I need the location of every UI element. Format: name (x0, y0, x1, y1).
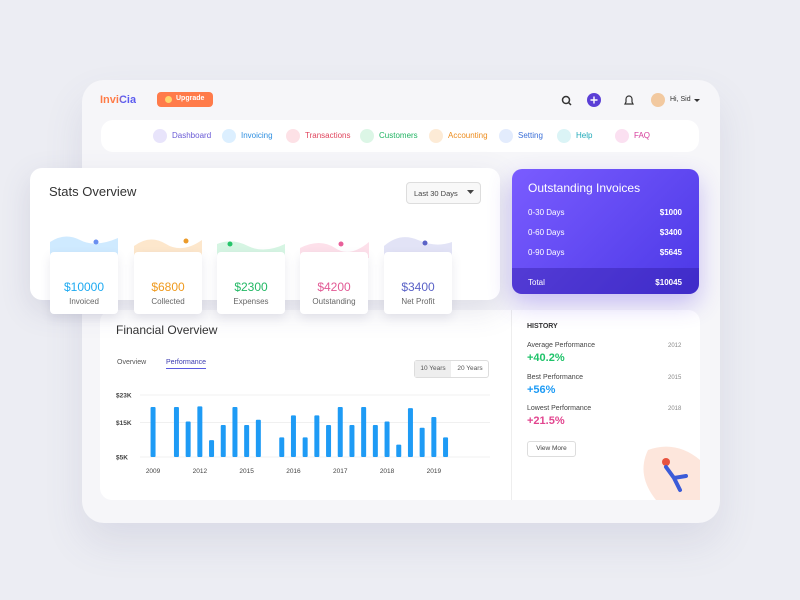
illustration (643, 446, 700, 500)
history-label: Lowest Performance (527, 405, 592, 412)
history-year: 2012 (668, 343, 682, 349)
row-label: Total (528, 278, 545, 287)
header-icons (561, 93, 700, 107)
invoice-row: 0-30 Days $1000 (528, 208, 682, 217)
stat-box[interactable]: $4200 Outstanding (300, 252, 368, 314)
view-more-button[interactable]: View More (527, 441, 576, 457)
row-amount: $3400 (659, 228, 682, 237)
divider (511, 310, 512, 500)
caret-shape (467, 190, 474, 194)
range-toggle: 10 Years 20 Years (414, 360, 489, 378)
stat-value: $6800 (151, 280, 185, 294)
period-label: Last 30 Days (414, 189, 458, 198)
upgrade-button[interactable]: Upgrade (157, 92, 213, 107)
stat-box[interactable]: $3400 Net Profit (384, 252, 452, 314)
upgrade-label: Upgrade (176, 95, 205, 102)
wave-dot (93, 239, 99, 245)
stat-box[interactable]: $2300 Expenses (217, 252, 285, 314)
row-amount: $1000 (659, 208, 682, 217)
nav-item[interactable]: FAQ (634, 131, 651, 140)
history-value: +21.5% (527, 415, 565, 427)
tab-active[interactable]: Performance (166, 359, 207, 369)
history-label: Best Performance (527, 374, 584, 381)
history-title: HISTORY (527, 323, 558, 330)
range-option[interactable]: 20 Years (457, 365, 483, 372)
nav-icon (360, 129, 374, 143)
dropdown-caret[interactable] (694, 99, 700, 102)
wave-dot (338, 241, 344, 247)
upgrade-icon (165, 96, 172, 103)
stat-value: $4200 (317, 280, 351, 294)
illustration-body (664, 465, 688, 492)
wave-dot (422, 240, 428, 246)
nav-item[interactable]: Accounting (448, 131, 488, 140)
stat-box[interactable]: $10000 Invoiced (50, 252, 118, 314)
stat-value: $2300 (234, 280, 268, 294)
stat-label: Outstanding (312, 297, 356, 306)
history-label: Average Performance (527, 342, 595, 349)
nav-icon (153, 129, 167, 143)
nav-bar (101, 120, 699, 152)
period-dropdown[interactable]: Last 30 Days (406, 182, 481, 204)
range-option[interactable]: 10 Years (415, 361, 451, 377)
row-label: 0-30 Days (528, 208, 565, 217)
history-year: 2015 (668, 375, 682, 381)
financial-title: Financial Overview (116, 323, 218, 337)
stat-value: $10000 (63, 280, 105, 294)
stat-label: Net Profit (401, 297, 435, 306)
invoice-row: 0-60 Days $3400 (528, 228, 682, 237)
nav-item[interactable]: Transactions (305, 131, 351, 140)
financial-card (100, 310, 700, 500)
stats-title: Stats Overview (49, 184, 137, 199)
row-label: 0-90 Days (528, 248, 565, 257)
illustration-head (662, 458, 670, 466)
history-value: +40.2% (527, 352, 565, 364)
nav-icon (429, 129, 443, 143)
search-icon-handle (567, 101, 572, 106)
row-label: 0-60 Days (528, 228, 565, 237)
add-icon (590, 96, 598, 104)
nav-item[interactable]: Dashboard (172, 131, 212, 140)
history-value: +56% (527, 384, 556, 396)
nav-icon (286, 129, 300, 143)
nav-icon (557, 129, 571, 143)
stat-label: Invoiced (69, 297, 99, 306)
wave-dot (183, 238, 189, 244)
search-icon[interactable] (561, 95, 571, 105)
stat-label: Collected (151, 297, 185, 306)
stat-value: $3400 (401, 280, 435, 294)
caret (467, 190, 474, 194)
bell-icon[interactable] (624, 95, 634, 105)
nav-item[interactable]: Help (576, 131, 593, 140)
history-year: 2018 (668, 406, 682, 412)
stat-label: Expenses (233, 297, 269, 306)
invoices-card (512, 169, 699, 294)
nav-item[interactable]: Setting (518, 131, 543, 140)
nav-icon (222, 129, 236, 143)
invoice-total: Total $10045 (528, 278, 682, 287)
wave-dot (227, 241, 233, 247)
row-amount: $10045 (655, 278, 682, 287)
logo[interactable]: InviCia (100, 94, 137, 106)
nav-item[interactable]: Invoicing (241, 131, 273, 140)
nav-item[interactable]: Customers (379, 131, 418, 140)
invoice-row: 0-90 Days $5645 (528, 248, 682, 257)
nav-icon (499, 129, 513, 143)
greeting[interactable]: Hi, Sid (670, 96, 691, 103)
row-amount: $5645 (659, 248, 682, 257)
avatar[interactable] (651, 93, 665, 107)
stat-box[interactable]: $6800 Collected (134, 252, 202, 314)
invoices-title: Outstanding Invoices (528, 181, 641, 195)
total-band (512, 268, 699, 294)
nav-icon (615, 129, 629, 143)
tab[interactable]: Overview (117, 359, 147, 366)
